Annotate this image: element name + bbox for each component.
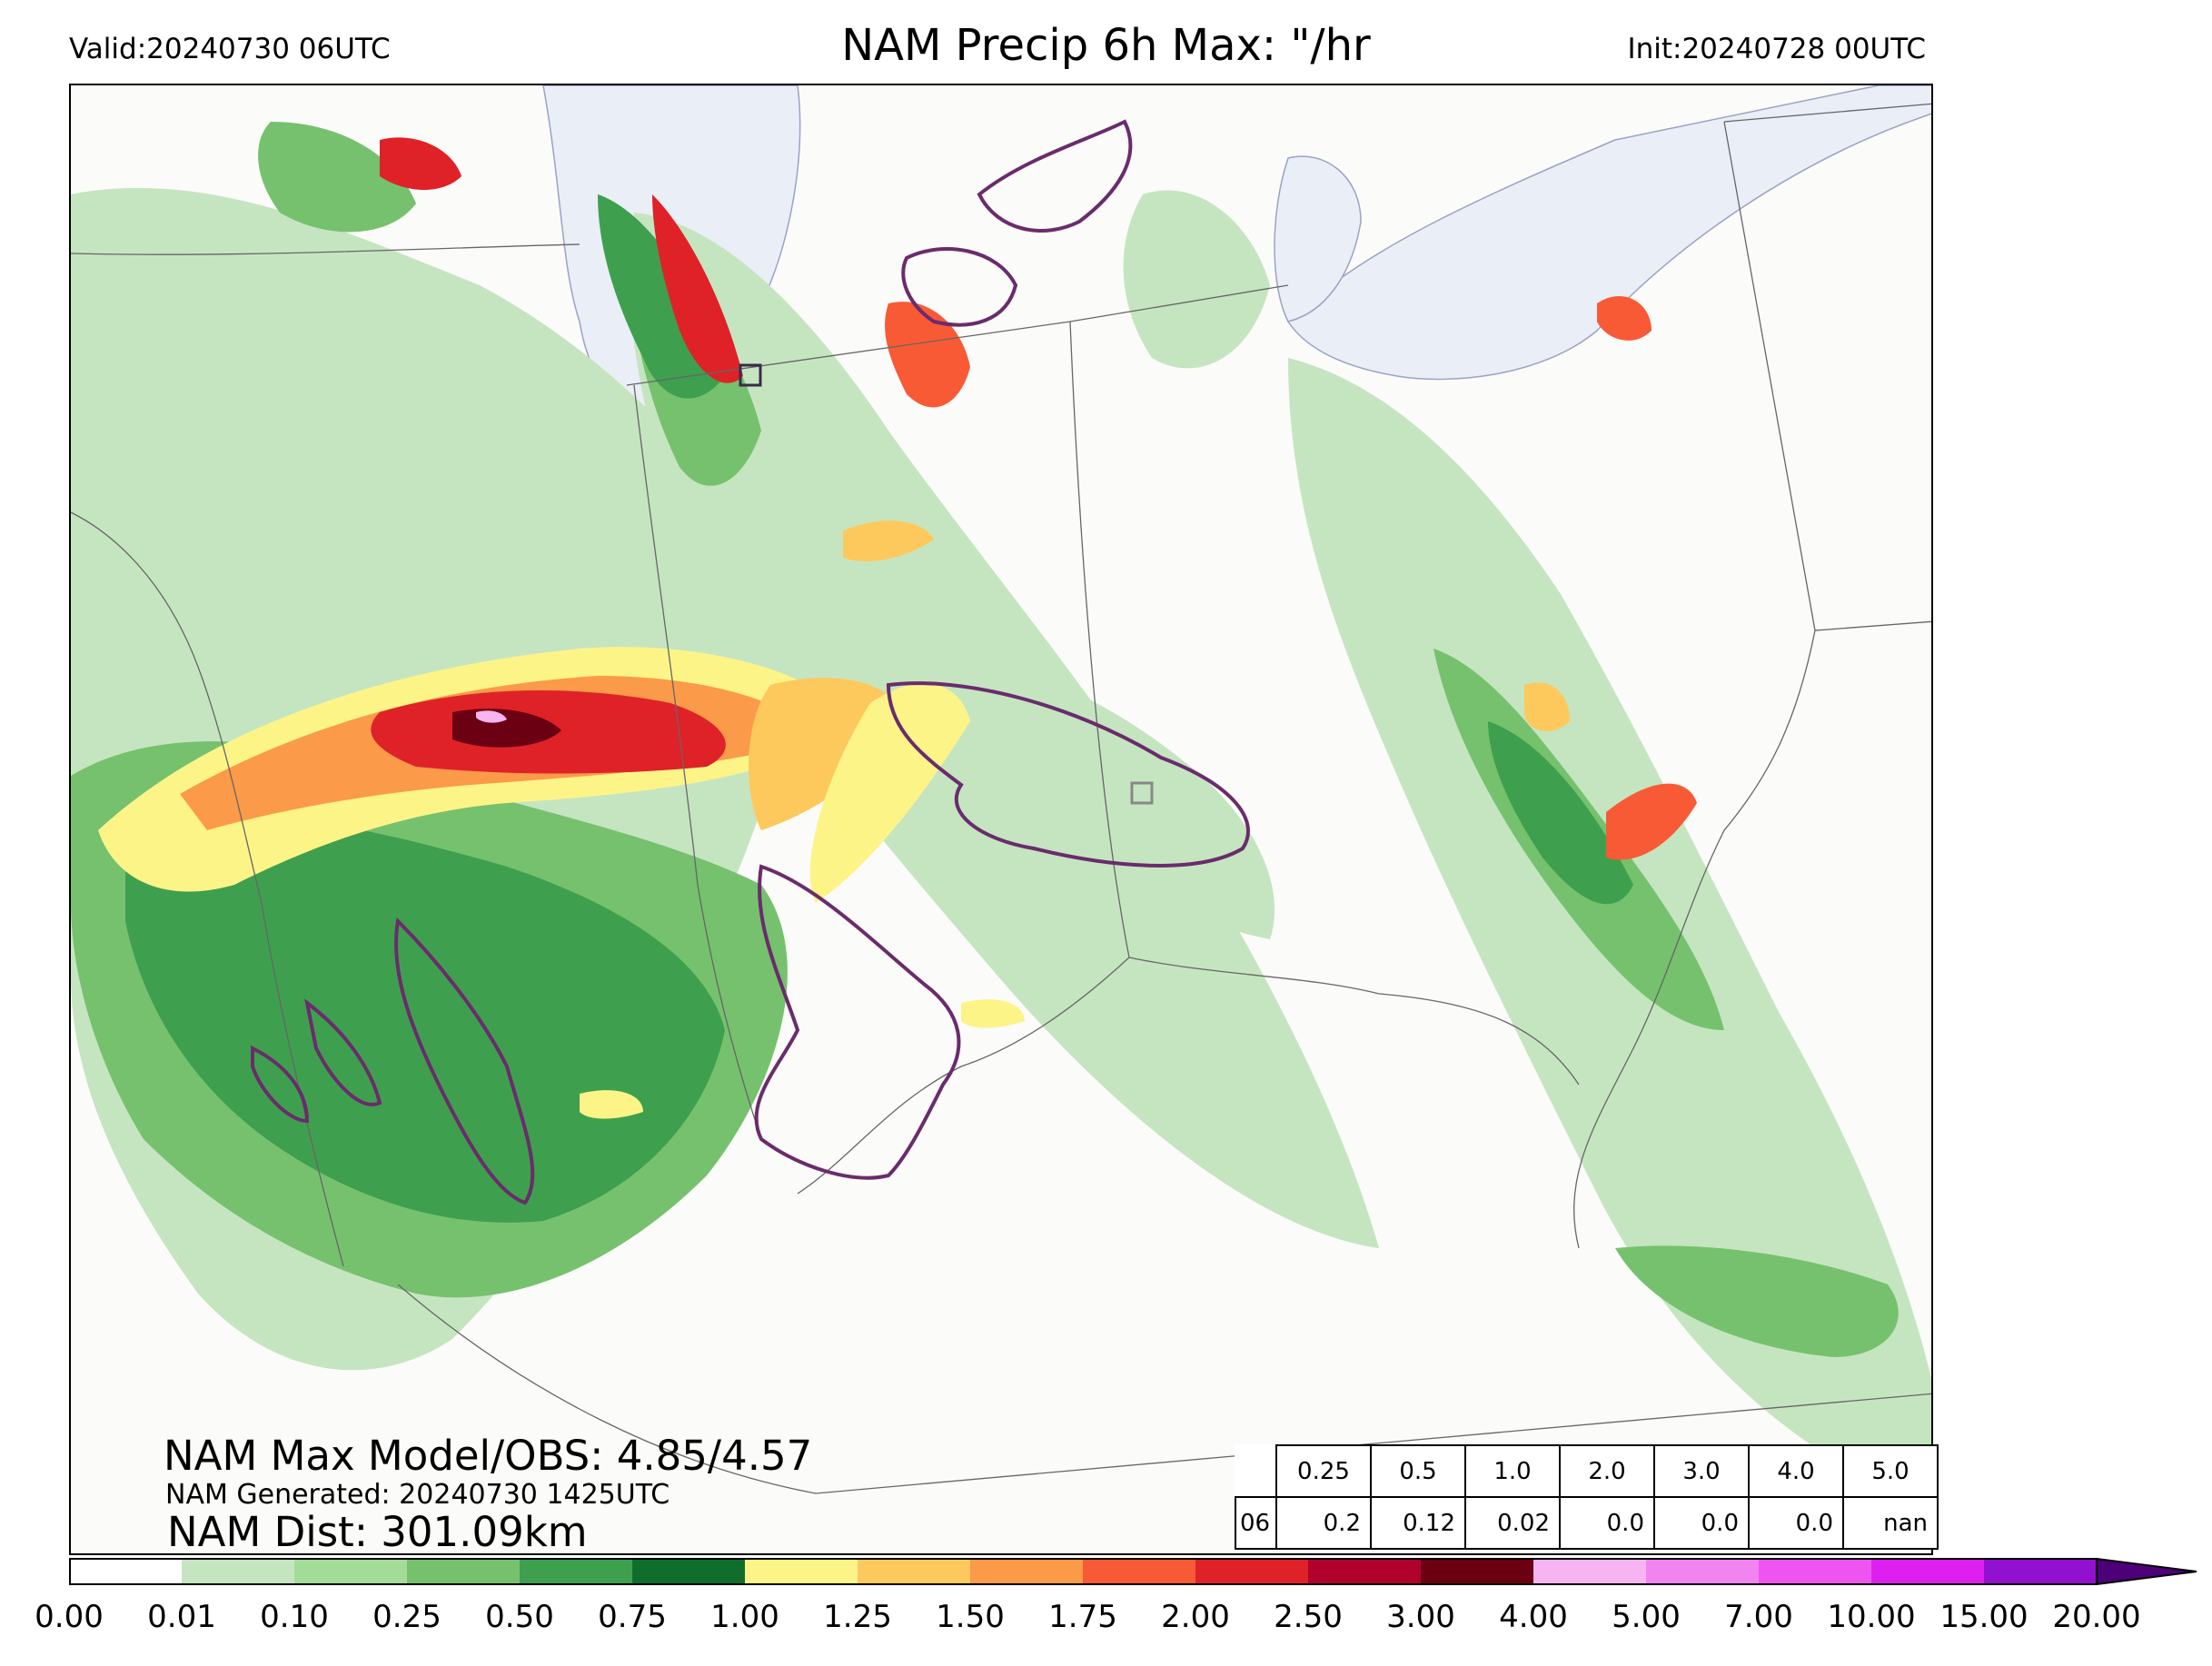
- colorbar-tick-label: 5.00: [1612, 1599, 1681, 1635]
- colorbar-segment: [1308, 1559, 1421, 1584]
- nam-distance: NAM Dist: 301.09km: [167, 1508, 588, 1556]
- colorbar-tick-label: 0.00: [35, 1599, 104, 1635]
- threshold-value: 0.0: [1748, 1496, 1844, 1550]
- colorbar-tick-label: 0.01: [147, 1599, 216, 1635]
- colorbar-tick-label: 2.50: [1274, 1599, 1343, 1635]
- colorbar-segment: [1083, 1559, 1195, 1584]
- colorbar-tick-label: 15.00: [1939, 1599, 2028, 1635]
- colorbar-segment: [1984, 1559, 2097, 1584]
- threshold-value: nan: [1842, 1496, 1939, 1550]
- threshold-value: 0.02: [1464, 1496, 1561, 1550]
- colorbar-segment: [1533, 1559, 1646, 1584]
- colorbar-segment: [1421, 1559, 1533, 1584]
- threshold-value: 0.0: [1653, 1496, 1750, 1550]
- colorbar-tick-label: 7.00: [1724, 1599, 1793, 1635]
- threshold-header: 0.5: [1370, 1444, 1466, 1498]
- station-marker[interactable]: [1130, 781, 1154, 805]
- colorbar-tick-label: 4.00: [1499, 1599, 1568, 1635]
- obs-contours: [251, 119, 1250, 1205]
- station-marker[interactable]: [739, 363, 762, 387]
- colorbar-segment: [407, 1559, 520, 1584]
- map-layers: [71, 85, 1931, 1502]
- colorbar-segment: [858, 1559, 970, 1584]
- colorbar-tick-label: 0.75: [598, 1599, 667, 1635]
- colorbar-tick-label: 3.00: [1386, 1599, 1455, 1635]
- colorbar-segment: [1759, 1559, 1871, 1584]
- colorbar-tick-label: 2.00: [1161, 1599, 1230, 1635]
- colorbar-segment: [1195, 1559, 1308, 1584]
- max-model-obs: NAM Max Model/OBS: 4.85/4.57: [164, 1432, 813, 1480]
- lake-huron-bay: [1274, 155, 1362, 322]
- threshold-value: 0.2: [1275, 1496, 1372, 1550]
- colorbar-tick-label: 0.50: [485, 1599, 554, 1635]
- threshold-header: 5.0: [1842, 1444, 1939, 1498]
- colorbar-segment: [520, 1559, 632, 1584]
- colorbar-tick-label: 1.00: [710, 1599, 779, 1635]
- threshold-table: 0.25 0.5 1.0 2.0 3.0 4.0 5.0 06 0.2 0.12 0.02 0.0 0.…: [1235, 1444, 1939, 1550]
- colorbar-segment: [69, 1559, 182, 1584]
- colorbar-tick-label: 1.75: [1048, 1599, 1117, 1635]
- political-boundaries: [71, 103, 1931, 1494]
- colorbar-segment: [1871, 1559, 1984, 1584]
- init-time-label: Init:20240728 00UTC: [1627, 33, 1926, 65]
- lake-erie-huron: [1287, 85, 1931, 381]
- colorbar-extend-arrow: [2096, 1557, 2197, 1586]
- precip-intense: [98, 137, 1697, 1119]
- threshold-header: 0.25: [1275, 1444, 1372, 1498]
- threshold-value: 0.12: [1370, 1496, 1466, 1550]
- colorbar-segment: [970, 1559, 1083, 1584]
- threshold-header: 3.0: [1653, 1444, 1750, 1498]
- colorbar-tick-label: 0.25: [372, 1599, 441, 1635]
- valid-time-label: Valid:20240730 06UTC: [69, 33, 391, 65]
- chart-title: NAM Precip 6h Max: "/hr: [841, 20, 1371, 71]
- threshold-header: 2.0: [1559, 1444, 1655, 1498]
- precip-map[interactable]: [69, 84, 1933, 1555]
- table-corner: [1235, 1445, 1276, 1497]
- generated-time: NAM Generated: 20240730 1425UTC: [165, 1479, 670, 1511]
- colorbar-segment: [1646, 1559, 1759, 1584]
- colorbar-segment: [632, 1559, 745, 1584]
- colorbar-tick-label: 0.10: [260, 1599, 329, 1635]
- colorbar-segment: [294, 1559, 407, 1584]
- colorbar-tick-label: 1.50: [936, 1599, 1005, 1635]
- colorbar-tick-label: 10.00: [1827, 1599, 1916, 1635]
- colorbar-segment: [182, 1559, 294, 1584]
- colorbar-tick-label: 20.00: [2052, 1599, 2141, 1635]
- colorbar-tick-label: 1.25: [823, 1599, 892, 1635]
- threshold-value: 0.0: [1559, 1496, 1655, 1550]
- colorbar-segment: [745, 1559, 858, 1584]
- threshold-header: 4.0: [1748, 1444, 1844, 1498]
- colorbar-outline: [69, 1558, 2098, 1585]
- hour-label: 06: [1235, 1496, 1277, 1550]
- colorbar: [69, 1557, 2197, 1586]
- threshold-header: 1.0: [1464, 1444, 1561, 1498]
